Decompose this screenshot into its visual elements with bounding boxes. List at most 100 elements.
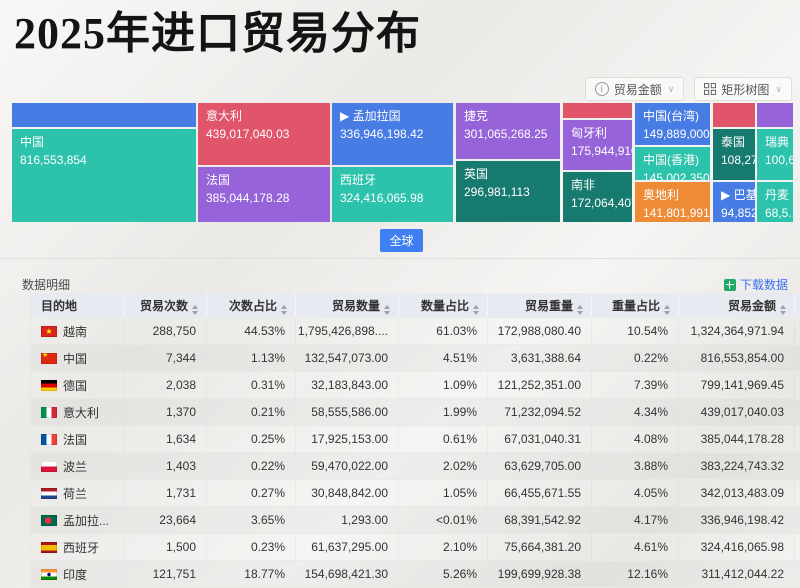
column-header-trade_amount[interactable]: 贸易金额 — [678, 293, 795, 318]
treemap-cell-unlabeled[interactable] — [563, 103, 632, 118]
treemap-cell[interactable]: 丹麦 68,5... — [757, 182, 793, 222]
value-cell: 799,141,969.45 — [678, 371, 795, 399]
table-row[interactable]: 印度 121,751 18.77% 154,698,421.30 5.26% 199,69… — [30, 560, 800, 588]
value-cell: 2.10% — [398, 533, 488, 561]
table-row[interactable]: 波兰 1,403 0.22% 59,470,022.00 2.02% 63,629,705… — [30, 452, 800, 480]
treemap-cell-value: 816,553,854 — [20, 153, 87, 167]
table-row[interactable]: 孟加拉... 23,664 3.65% 1,293.00 <0.01% 68,391,54… — [30, 506, 800, 534]
excel-icon — [723, 278, 736, 291]
sort-icon[interactable] — [384, 304, 390, 315]
destination-cell: 法国 — [30, 425, 125, 453]
value-cell: 816,553,854.00 — [678, 344, 795, 372]
column-header-quantity_pct[interactable]: 数量占比 — [398, 293, 488, 318]
table-row[interactable]: 荷兰 1,731 0.27% 30,848,842.00 1.05% 66,455,671… — [30, 479, 800, 507]
value-cell: 5.26% — [398, 560, 488, 588]
destination-cell: 孟加拉... — [30, 506, 125, 534]
value-cell: 336,946,198.42 — [678, 506, 795, 534]
value-cell: 12.16% — [591, 560, 679, 588]
table-body: 越南288,75044.53%1,795,426,898....61.03%17… — [30, 318, 800, 588]
sort-icon[interactable] — [664, 304, 670, 315]
chart-type-selector[interactable]: 矩形树图 ∨ — [694, 77, 792, 101]
treemap-cell-label: 意大利 — [206, 109, 243, 123]
treemap-cell[interactable]: ▶ 孟加拉国 336,946,198.42 — [332, 103, 453, 165]
value-cell: 66,455,671.55 — [487, 479, 592, 507]
sort-icon[interactable] — [281, 304, 287, 315]
treemap-cell[interactable]: 中国 816,553,854 — [12, 129, 196, 222]
value-cell: 1,634 — [124, 425, 207, 453]
treemap-cell-label: 中国(台湾) — [643, 109, 699, 123]
treemap-cell[interactable]: 瑞典 100,6... — [757, 129, 793, 180]
treemap: 中国 816,553,854 意大利 439,017,040.03 法国 385,044,… — [10, 102, 793, 223]
treemap-cell[interactable]: 中国(台湾) 149,889,000 — [635, 103, 710, 145]
flag-icon — [41, 379, 57, 391]
value-cell: 0.21% — [206, 398, 296, 426]
value-cell: 0.25% — [206, 425, 296, 453]
chevron-down-icon: ∨ — [775, 83, 782, 94]
metric-selector-label: 贸易金额 — [613, 82, 662, 97]
value-cell: 324,416,065.98 — [678, 533, 795, 561]
destination-name: 印度 — [63, 567, 88, 582]
flag-icon — [41, 514, 57, 526]
treemap-cell[interactable]: 匈牙利 175,944,910.58 — [563, 120, 632, 170]
column-header-amount_pct[interactable]: 金额占比 — [794, 293, 800, 318]
value-cell: 2,038 — [124, 371, 207, 399]
treemap-cell-unlabeled[interactable] — [713, 103, 755, 127]
treemap-cell-value: 301,065,268.25 — [464, 127, 548, 141]
treemap-cell[interactable]: 中国(香港) 145,002,350.73 — [635, 147, 710, 180]
section-title: 数据明细 — [22, 278, 71, 292]
destination-name: 越南 — [63, 324, 88, 339]
sort-icon[interactable] — [577, 304, 583, 315]
value-cell: 4.08% — [591, 425, 679, 453]
table-row[interactable]: 意大利 1,370 0.21% 58,555,586.00 1.99% 71,232,09… — [30, 398, 800, 426]
value-cell: 3.28% — [794, 533, 800, 561]
value-cell: 199,699,928.38 — [487, 560, 592, 588]
table-header-row: 目的地 贸易次数 次数占比 贸易数量 数量占比 贸易重量 重量占比 贸易金额 金额占比 — [30, 293, 800, 318]
treemap-cell-label: 英国 — [464, 167, 489, 181]
value-cell: 121,751 — [124, 560, 207, 588]
value-cell: 4.51% — [398, 344, 488, 372]
treemap-cell[interactable]: 西班牙 324,416,065.98 — [332, 167, 453, 222]
value-cell: 1,731 — [124, 479, 207, 507]
flag-icon — [41, 406, 57, 418]
column-header-count_pct[interactable]: 次数占比 — [206, 293, 296, 318]
treemap-cell[interactable]: 奥地利 141,801,991.26 — [635, 182, 710, 222]
destination-name: 中国 — [63, 351, 88, 366]
column-header-trade_weight[interactable]: 贸易重量 — [487, 293, 592, 318]
value-cell: 132,547,073.00 — [295, 344, 399, 372]
treemap-cell-unlabeled[interactable] — [757, 103, 793, 127]
value-cell: 154,698,421.30 — [295, 560, 399, 588]
treemap-cell[interactable]: 法国 385,044,178.28 — [198, 167, 330, 222]
table-row[interactable]: 西班牙 1,500 0.23% 61,637,295.00 2.10% 75,664,38… — [30, 533, 800, 561]
breadcrumb-global-button[interactable]: 全球 — [380, 229, 423, 252]
sort-icon[interactable] — [192, 304, 198, 315]
column-header-weight_pct[interactable]: 重量占比 — [591, 293, 679, 318]
treemap-cell-label: 法国 — [206, 173, 231, 187]
flag-icon — [41, 433, 57, 445]
destination-name: 荷兰 — [63, 486, 88, 501]
table-row[interactable]: 中国 7,3441.13%132,547,073.004.51%3,631,388… — [30, 344, 800, 372]
treemap-cell[interactable]: 英国 296,981,113 — [456, 161, 560, 222]
treemap-cell[interactable]: 意大利 439,017,040.03 — [198, 103, 330, 165]
table-row[interactable]: 法国 1,634 0.25% 17,925,153.00 0.61% 67,031,040… — [30, 425, 800, 453]
sort-icon[interactable] — [780, 304, 786, 315]
section-divider — [0, 258, 800, 259]
metric-selector[interactable]: i 贸易金额 ∨ — [584, 77, 685, 101]
treemap-cell[interactable]: 泰国 108,27... — [713, 129, 755, 180]
treemap-cell[interactable]: ▶ 巴基... 94,852,... — [713, 182, 755, 222]
treemap-cell[interactable]: 南非 172,064,407.59 — [563, 172, 632, 222]
value-cell: 0.22% — [591, 344, 679, 372]
column-header-label: 贸易次数 — [139, 298, 188, 313]
info-icon: i — [594, 82, 609, 96]
table-row[interactable]: 德国 2,038 0.31% 32,183,843.00 1.09% 121,252,35… — [30, 371, 800, 399]
destination-cell: 印度 — [30, 560, 125, 588]
treemap-cell[interactable]: 捷克 301,065,268.25 — [456, 103, 560, 159]
treemap-cell-unlabeled[interactable] — [12, 103, 196, 127]
table-row[interactable]: 越南 288,75044.53%1,795,426,898....61.03%17… — [30, 318, 800, 345]
column-header-trade_count[interactable]: 贸易次数 — [124, 293, 207, 318]
value-cell: 385,044,178.28 — [678, 425, 795, 453]
treemap-breadcrumb: 全球 — [10, 229, 793, 252]
download-data-link[interactable]: 下载数据 — [723, 276, 788, 293]
column-header-trade_quantity[interactable]: 贸易数量 — [295, 293, 399, 318]
sort-icon[interactable] — [473, 304, 479, 315]
value-cell: 71,232,094.52 — [487, 398, 592, 426]
